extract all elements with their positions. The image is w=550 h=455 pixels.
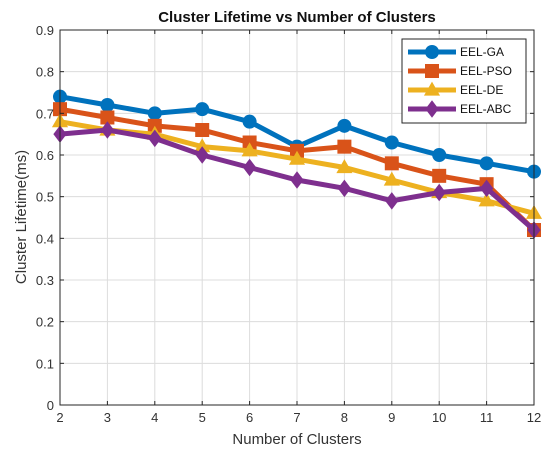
data-point <box>100 98 115 112</box>
legend-label: EEL-ABC <box>460 102 512 116</box>
x-tick-label: 12 <box>527 410 541 425</box>
data-point <box>147 106 162 121</box>
x-tick-label: 2 <box>56 410 63 425</box>
data-point <box>337 139 352 154</box>
data-point <box>432 148 447 162</box>
x-tick-label: 10 <box>432 410 446 425</box>
x-tick-label: 9 <box>388 410 395 425</box>
tick-layer: 2 3 4 5 6 7 8 9 10 11 12 0 0.1 0.2 0.3 0.4 0.5 0.6 0.7 0.8 0… <box>36 23 541 425</box>
legend-label: EEL-GA <box>460 45 504 59</box>
data-point <box>290 171 304 189</box>
data-point <box>100 110 115 125</box>
series-eel-de <box>51 113 543 219</box>
y-tick-label: 0.9 <box>36 23 54 38</box>
data-point <box>432 168 447 183</box>
y-tick-label: 0.4 <box>36 231 54 246</box>
x-tick-label: 11 <box>480 410 494 425</box>
x-tick-label: 5 <box>199 410 206 425</box>
data-point <box>337 179 352 198</box>
data-point <box>242 158 257 177</box>
data-point <box>336 159 353 174</box>
y-tick-label: 0.7 <box>36 106 54 121</box>
data-point <box>383 171 400 186</box>
data-point <box>194 138 211 153</box>
x-axis-label: Number of Clusters <box>232 431 361 448</box>
legend-item: EEL-PSO <box>408 64 512 78</box>
y-tick-label: 0.8 <box>36 65 54 80</box>
legend: EEL-GA EEL-PSO EEL-DE EEL-ABC <box>401 38 527 124</box>
legend-marker <box>425 64 439 78</box>
x-tick-label: 7 <box>293 410 300 425</box>
legend-marker <box>425 100 439 118</box>
data-point <box>242 114 257 129</box>
data-point <box>384 135 399 150</box>
y-tick-label: 0.6 <box>36 148 54 163</box>
legend-marker <box>425 45 439 59</box>
y-tick-label: 0.3 <box>36 273 54 288</box>
y-tick-label: 0.2 <box>36 315 54 330</box>
data-point <box>337 118 352 133</box>
data-point <box>479 179 494 198</box>
data-point <box>148 129 162 148</box>
y-tick-label: 0.5 <box>36 190 54 205</box>
legend-label: EEL-PSO <box>460 64 512 78</box>
data-point <box>195 102 210 117</box>
data-point <box>241 142 258 157</box>
data-point <box>478 192 495 207</box>
x-tick-label: 8 <box>341 410 348 425</box>
y-axis-label: Cluster Lifetime(ms) <box>13 150 30 284</box>
data-point <box>432 183 446 202</box>
legend-label: EEL-DE <box>460 83 503 97</box>
x-tick-label: 3 <box>104 410 111 425</box>
data-point <box>385 192 399 210</box>
data-point <box>195 123 210 137</box>
data-point <box>479 156 494 171</box>
x-tick-label: 6 <box>246 410 253 425</box>
legend-item: EEL-GA <box>408 45 504 59</box>
series-layer <box>51 89 543 239</box>
y-tick-label: 0.1 <box>36 356 54 371</box>
series-eel-abc <box>53 121 541 239</box>
chart-title: Cluster Lifetime vs Number of Clusters <box>158 9 436 26</box>
legend-item: EEL-ABC <box>408 100 512 118</box>
data-point <box>288 150 306 165</box>
legend-marker <box>423 81 441 96</box>
data-point <box>100 121 115 139</box>
legend-item: EEL-DE <box>408 81 503 97</box>
x-tick-label: 4 <box>151 410 158 425</box>
data-point <box>384 156 399 171</box>
data-point <box>195 146 209 164</box>
y-tick-label: 0 <box>47 398 54 413</box>
